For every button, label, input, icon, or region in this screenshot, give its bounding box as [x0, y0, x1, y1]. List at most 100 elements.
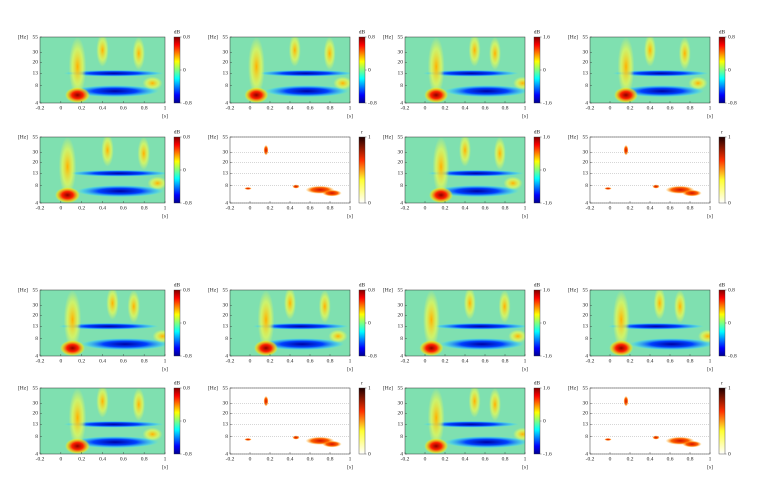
- heatmap-image: [590, 290, 710, 356]
- y-tick-label: 4: [585, 100, 588, 106]
- panel: -0.2 0 0.2 0.4 0.6 0.8 1 4 8 13 20 30 55 [Hz] [s] r 0 1: [568, 129, 731, 219]
- x-tick-label: 0.8: [327, 205, 334, 211]
- colorbar-tick-label: 1: [368, 134, 371, 140]
- x-tick-label: 1: [524, 105, 527, 111]
- colorbar-tick-label: 0: [183, 167, 186, 173]
- heatmap-image: [590, 137, 710, 203]
- heatmap-blob: [318, 290, 331, 323]
- x-tick-label: 0.2: [78, 105, 85, 111]
- x-tick-label: -0.2: [401, 105, 410, 111]
- colorbar-label: dB: [534, 29, 541, 35]
- colorbar-tick-label: -0.8: [183, 353, 192, 359]
- y-tick-label: 30: [583, 50, 589, 56]
- panel: -0.2 0 0.2 0.4 0.6 0.8 1 4 8 13 20 30 55 [Hz] [s] dB -0.…: [208, 29, 377, 119]
- x-tick-label: -0.2: [226, 205, 235, 211]
- colorbar: [718, 36, 726, 104]
- colorbar-label: r: [361, 129, 363, 135]
- y-tick-label: 20: [583, 60, 589, 66]
- colorbar-tick-label: 1.6: [543, 385, 550, 391]
- colorbar-label: dB: [174, 380, 181, 386]
- x-tick-label: 0.6: [667, 205, 674, 211]
- y-tick-label: 30: [33, 401, 39, 407]
- heatmap-blob: [609, 340, 634, 356]
- heatmap-blob: [652, 435, 660, 440]
- heatmap-blob: [142, 427, 163, 441]
- x-tick-label: 0: [249, 456, 252, 462]
- colorbar-tick-label: 0.8: [728, 287, 735, 293]
- y-tick-label: 13: [583, 422, 589, 428]
- x-tick-label: 0.8: [502, 205, 509, 211]
- heatmap-blob: [322, 189, 342, 197]
- heatmap-blob: [493, 137, 506, 170]
- heatmap-blob: [65, 87, 90, 103]
- x-tick-label: 0.2: [442, 456, 449, 462]
- heatmap-blob: [260, 338, 344, 351]
- panel: -0.2 0 0.2 0.4 0.6 0.8 1 4 8 13 20 30 55 [Hz] [s] dB -0.…: [18, 129, 192, 219]
- x-tick-label: -0.2: [226, 105, 235, 111]
- colorbar-tick-label: 0.8: [183, 34, 190, 40]
- x-tick-label: -0.2: [586, 456, 595, 462]
- heatmap-image: [230, 137, 350, 203]
- y-axis-label: [Hz]: [383, 287, 393, 293]
- colorbar-tick-label: -0.8: [728, 100, 737, 106]
- heatmap-blob: [288, 37, 301, 67]
- heatmap-blob: [328, 329, 348, 343]
- heatmap-blob: [71, 85, 159, 98]
- x-tick-label: 0.4: [287, 358, 294, 364]
- y-tick-label: 13: [223, 71, 229, 77]
- panel: -0.2 0 0.2 0.4 0.6 0.8 1 4 8 13 20 30 55 [Hz] [s] dB -1.…: [383, 380, 552, 470]
- colorbar-tick-label: -1.6: [543, 451, 552, 457]
- colorbar: [173, 289, 181, 357]
- x-axis-label: [s]: [162, 113, 168, 119]
- x-tick-label: 0.4: [462, 105, 469, 111]
- y-tick-label: 30: [583, 150, 589, 156]
- y-axis-label: [Hz]: [208, 34, 218, 40]
- x-tick-label: 1: [524, 358, 527, 364]
- heatmap-blob: [463, 290, 476, 320]
- x-tick-label: -0.2: [226, 456, 235, 462]
- heatmap-image: [590, 37, 710, 103]
- x-axis-label: [s]: [707, 464, 713, 470]
- x-tick-label: -0.2: [36, 205, 45, 211]
- colorbar: [533, 36, 541, 104]
- y-tick-label: 4: [35, 353, 38, 359]
- x-tick-label: 1: [349, 456, 352, 462]
- heatmap-blob: [419, 340, 444, 356]
- y-tick-label: 13: [583, 324, 589, 330]
- y-tick-label: 8: [400, 434, 403, 440]
- x-tick-label: 0.8: [687, 456, 694, 462]
- colorbar-tick-label: 0: [183, 67, 186, 73]
- heatmap-blob: [623, 395, 629, 407]
- x-tick-label: 0.8: [687, 105, 694, 111]
- y-axis-label: [Hz]: [18, 287, 28, 293]
- heatmap-blob: [682, 440, 702, 448]
- y-tick-label: 30: [583, 401, 589, 407]
- heatmap-blob: [423, 290, 440, 350]
- colorbar: [173, 387, 181, 455]
- heatmap-blob: [444, 85, 525, 98]
- y-tick-label: 20: [398, 313, 404, 319]
- y-tick-label: 8: [400, 183, 403, 189]
- colorbar: [718, 289, 726, 357]
- y-tick-label: 20: [33, 411, 39, 417]
- colorbar-label: dB: [174, 29, 181, 35]
- y-tick-label: 8: [225, 336, 228, 342]
- heatmap-image: [40, 37, 165, 103]
- heatmap-blob: [503, 176, 523, 190]
- colorbar-label: r: [361, 380, 363, 386]
- colorbar: [718, 136, 726, 204]
- y-tick-label: 20: [583, 411, 589, 417]
- heatmap-blob: [263, 144, 269, 156]
- y-tick-label: 8: [35, 336, 38, 342]
- x-tick-label: 1: [349, 358, 352, 364]
- y-tick-label: 8: [35, 434, 38, 440]
- heatmap-blob: [264, 85, 349, 98]
- x-tick-label: 0: [609, 205, 612, 211]
- x-tick-label: 0.4: [647, 205, 654, 211]
- x-tick-label: 0.6: [120, 105, 127, 111]
- heatmap-blob: [427, 37, 445, 97]
- y-tick-label: 20: [583, 313, 589, 319]
- heatmap-blob: [60, 340, 85, 356]
- y-tick-label: 13: [398, 422, 404, 428]
